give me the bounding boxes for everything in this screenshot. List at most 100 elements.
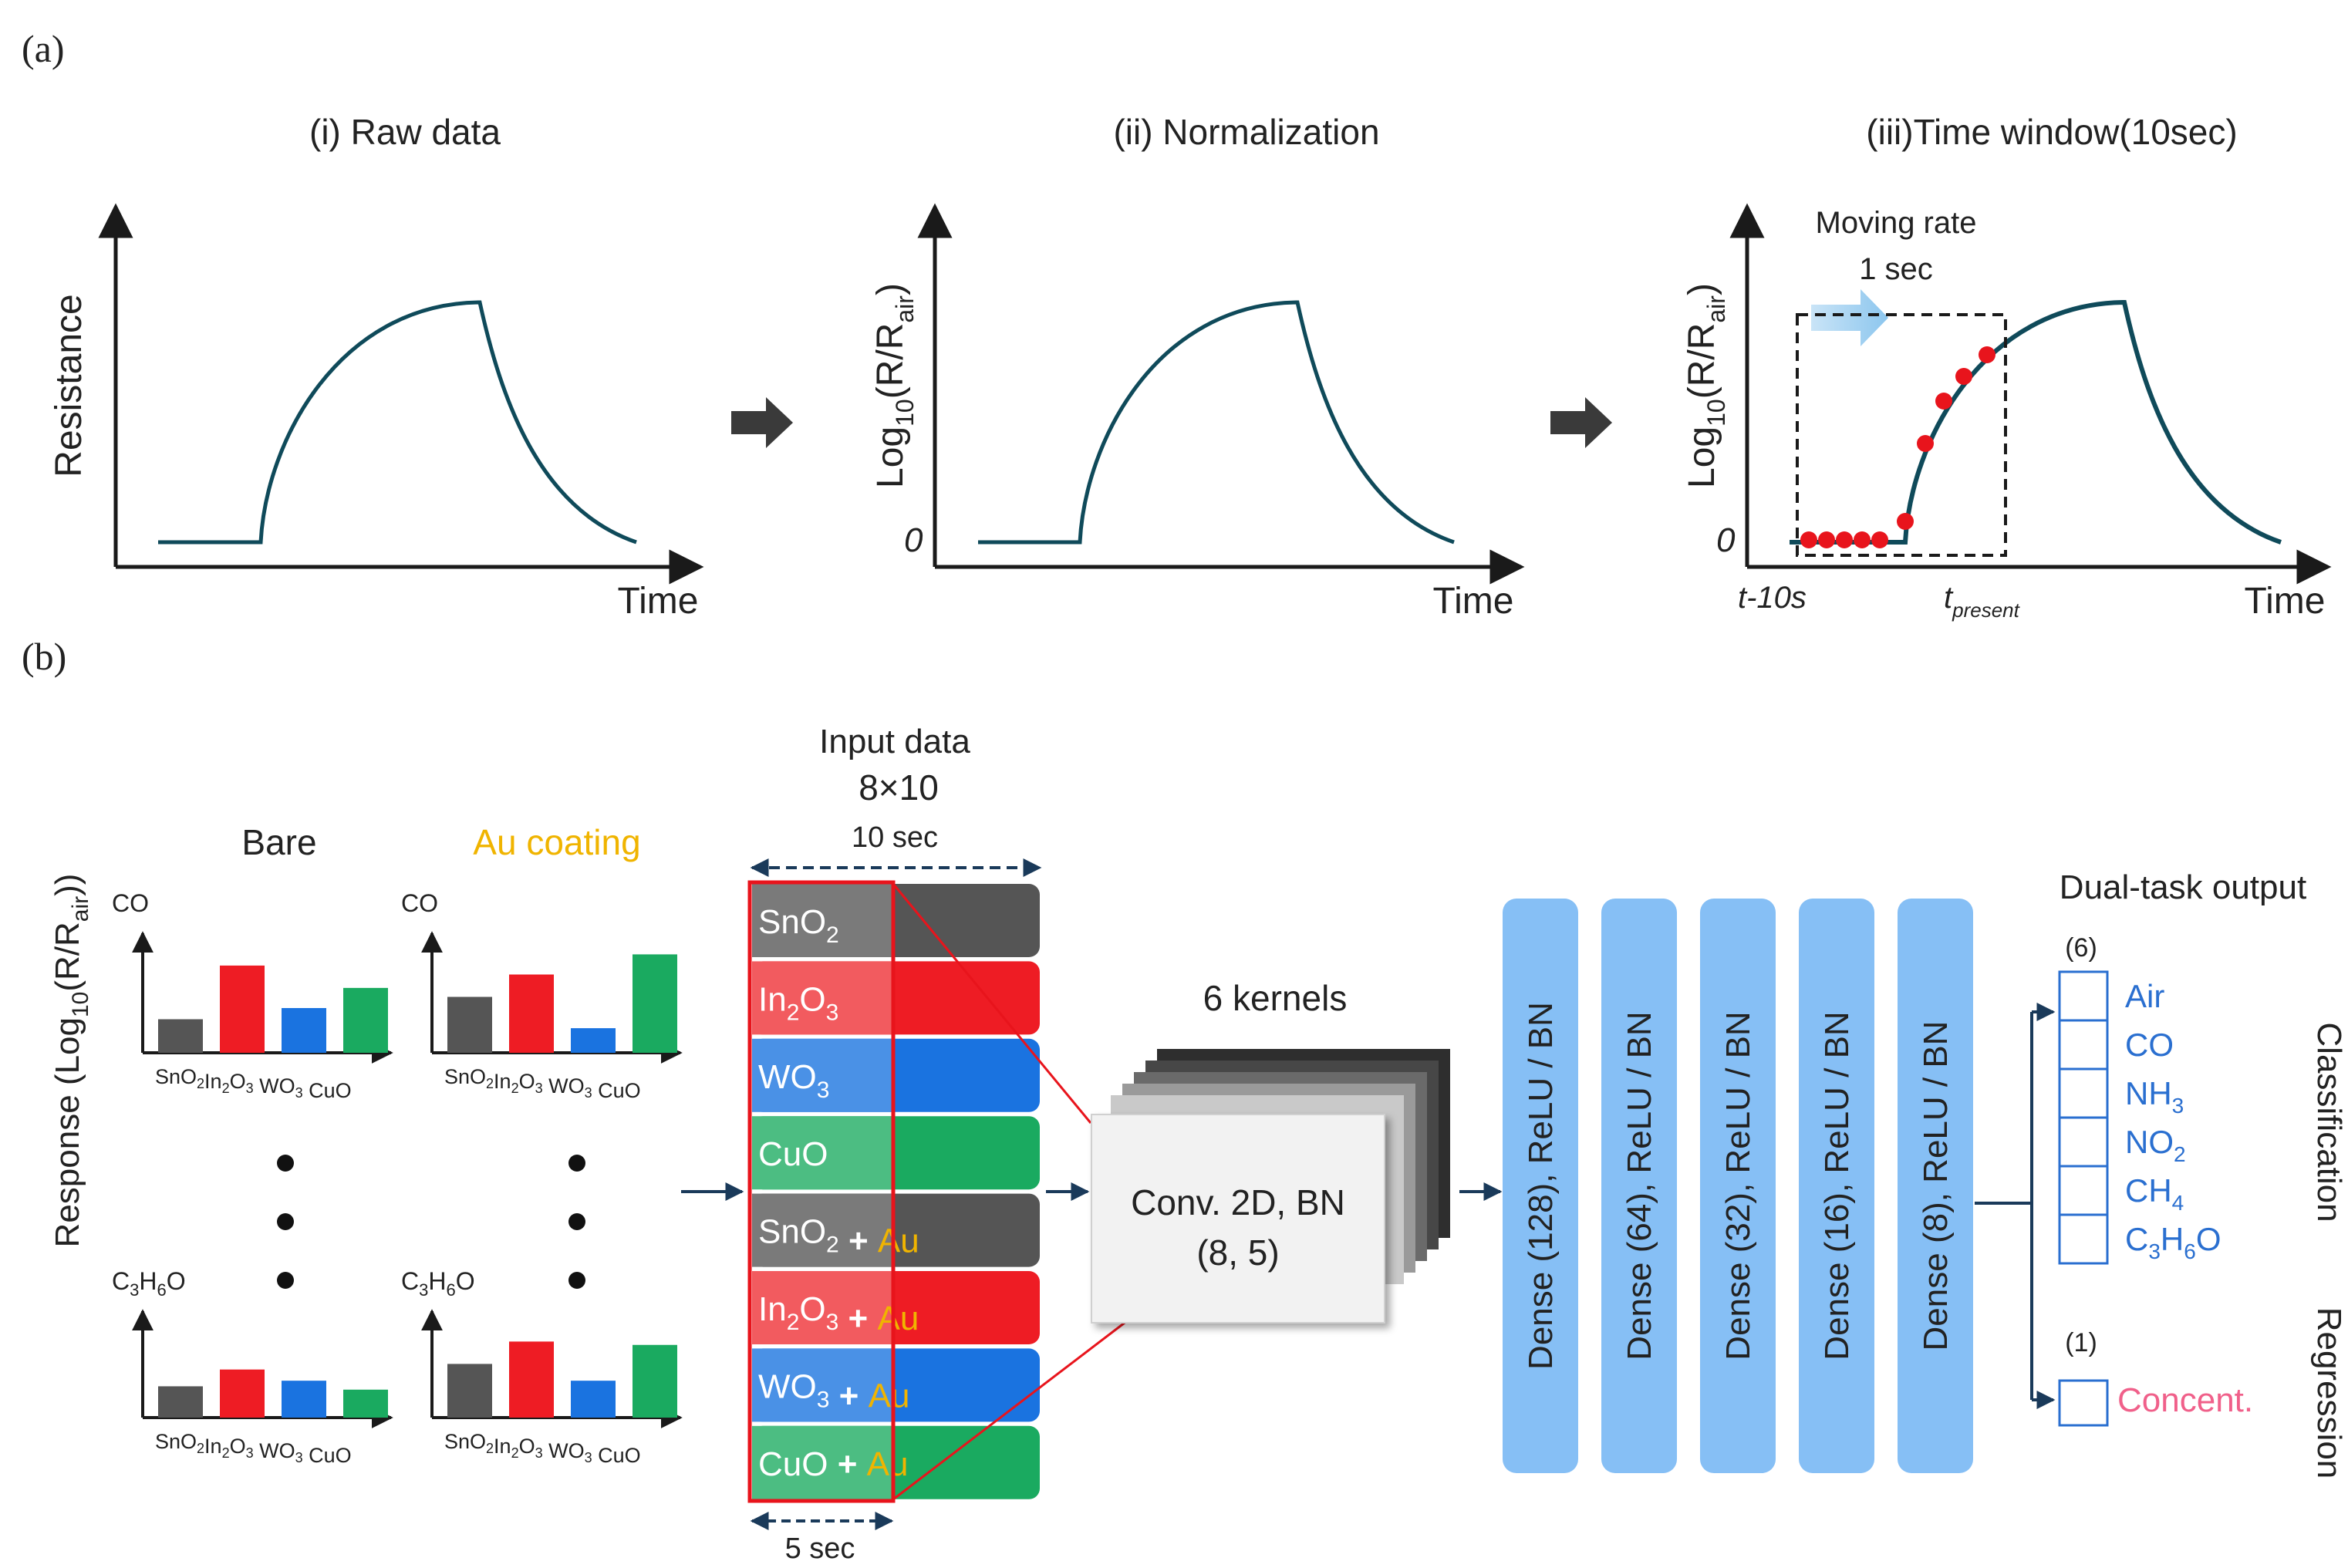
dense-layer-label: Dense (32), ReLU / BN [1719,1011,1757,1360]
input-row-window-overlay [752,961,893,1035]
norm-zero-tick: 0 [904,521,923,559]
window-sample-point [1955,368,1972,385]
dual-task-output-title: Dual-task output [2060,868,2306,906]
time-window-title: (iii)Time window(10sec) [1866,112,2237,152]
response-axis-label: Response (Log10(R/Rair)) [49,874,93,1248]
conv-kernel-stack: Conv. 2D, BN (8, 5) [1091,1049,1450,1324]
kernel-width-label: 5 sec [785,1533,855,1565]
dense-layer-2: Dense (64), ReLU / BN [1601,899,1677,1473]
classification-label: Classification [2310,1022,2348,1222]
raw-x-label: Time [618,581,699,622]
input-row-label: CuO [758,1135,828,1173]
input-row-window-overlay [752,1038,893,1112]
input-duration-label: 10 sec [852,821,938,854]
mini-bar [571,1381,616,1418]
mini-bar [343,1389,388,1418]
bare-label: Bare [241,822,316,862]
mini-bar [282,1008,326,1053]
class-output-cell [2058,1213,2109,1265]
projection-line-bottom [892,1319,1128,1501]
tw-y-label: Log10(R/Rair) [1682,283,1730,488]
input-row: WO3 [752,1038,1040,1112]
panel-b-label: (b) [22,635,66,678]
dense-layer-label: Dense (64), ReLU / BN [1621,1011,1658,1360]
time-window-samples [1800,346,1995,548]
input-row-window-overlay [752,1425,893,1499]
window-sample-point [1935,393,1952,410]
dense-layer-label: Dense (8), ReLU / BN [1917,1021,1955,1351]
mini-bar [447,1364,492,1418]
dense-layer-block [1700,899,1776,1473]
mini-bar [282,1381,326,1418]
projection-line-top [892,883,1092,1124]
input-row-label: WO3 [758,1058,829,1103]
input-data-title: Input data [819,723,970,760]
normalization-chart: (ii) Normalization Log10(R/Rair) 0 Time [870,112,1525,622]
input-row-window-overlay [752,1271,893,1344]
input-row-label: WO3 + Au [758,1367,909,1415]
time-window-box [1796,313,2007,557]
mini-axis-labels: SnO2In2O3 WO3 CuO [155,1430,352,1467]
reg-count-label: (1) [2065,1328,2097,1357]
dense-layer-block [1503,899,1578,1473]
moving-right-arrow-icon [1811,289,1888,346]
input-row: In2O3 [752,961,1040,1035]
mini-bar [509,1341,554,1418]
dense-layer-block [1601,899,1677,1473]
input-row: SnO2 + Au [752,1193,1040,1267]
mini-axis-labels: SnO2In2O3 WO3 CuO [444,1065,641,1102]
conv-front-card [1091,1114,1385,1324]
tick-t-minus-10s: t-10s [1738,581,1807,615]
mini-chart-au-co: CO SnO2In2O3 WO3 CuO [401,889,683,1102]
ellipsis-dots-bare-icon [277,1155,294,1289]
window-sample-point [1917,435,1934,452]
ellipsis-dots-au-icon [568,1155,585,1289]
class-output-cell [2058,1067,2109,1119]
window-sample-point [1818,531,1835,548]
input-row: CuO + Au [752,1425,1040,1499]
concentration-label: Concent. [2117,1381,2253,1419]
norm-y-label: Log10(R/Rair) [870,283,919,488]
mini-bar [633,954,677,1053]
class-label: NH3 [2125,1075,2184,1118]
norm-response-curve [978,300,1455,545]
input-row-label: In2O3 + Au [758,1290,919,1337]
dense-layer-4: Dense (16), ReLU / BN [1799,899,1874,1473]
mini-bar [220,965,265,1053]
window-sample-point [1854,531,1871,548]
conv-params: (8, 5) [1196,1232,1279,1273]
input-row-label: SnO2 [758,903,839,948]
dense-layer-3: Dense (32), ReLU / BN [1700,899,1776,1473]
mini-bar [158,1019,203,1053]
input-row: WO3 + Au [752,1348,1040,1422]
regression-label: Regression [2310,1307,2348,1479]
norm-x-label: Time [1433,581,1514,622]
input-row-window-overlay [752,1193,893,1267]
dense-layer-label: Dense (128), ReLU / BN [1522,1002,1560,1370]
time-window-chart: (iii)Time window(10sec) Log10(R/Rair) 0 … [1682,112,2332,622]
class-label: Air [2125,978,2164,1014]
gas-label: C3H6O [401,1267,475,1300]
input-row-window-overlay [752,1116,893,1190]
class-label: CH4 [2125,1172,2184,1215]
mini-axis-labels: SnO2In2O3 WO3 CuO [155,1065,352,1102]
mini-bar [509,974,554,1053]
class-label: C3H6O [2125,1221,2221,1263]
tw-response-curve [1790,300,2282,545]
mini-chart-bare-c3h6o: C3H6O SnO2In2O3 WO3 CuO [112,1267,393,1467]
input-data-size: 8×10 [859,767,939,808]
panel-a-label: (a) [22,27,65,70]
kernels-label: 6 kernels [1203,978,1348,1018]
class-label: NO2 [2125,1124,2186,1166]
gas-label: CO [112,889,149,917]
window-sample-point [1871,531,1888,548]
class-output-cell [2058,1116,2109,1168]
input-row-label: SnO2 + Au [758,1213,919,1260]
window-sample-point [1897,513,1914,530]
input-row: In2O3 + Au [752,1271,1040,1344]
conv-title: Conv. 2D, BN [1131,1182,1345,1222]
gas-label: CO [401,889,438,917]
mini-bar [571,1028,616,1053]
dense-layers: Dense (128), ReLU / BN Dense (64), ReLU /… [1503,899,1973,1473]
